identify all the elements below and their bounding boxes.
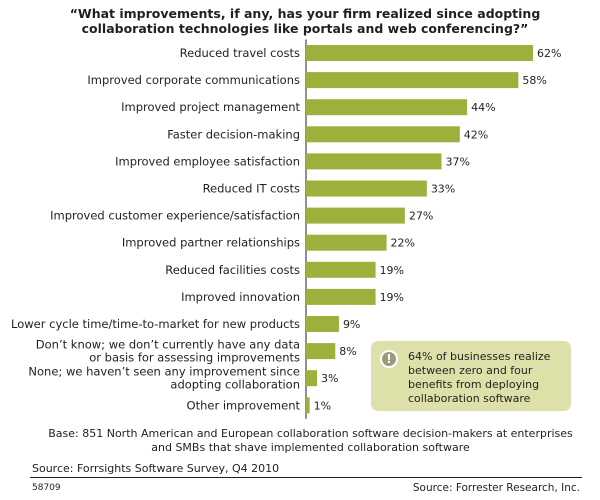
bar — [306, 261, 376, 278]
category-label: Reduced IT costs — [203, 182, 300, 196]
category-label-line: None; we haven’t seen any improvement si… — [28, 365, 300, 379]
bar — [306, 126, 460, 143]
category-label-line: Improved partner relationships — [122, 236, 300, 250]
value-label: 42% — [464, 128, 488, 141]
bar — [306, 234, 387, 251]
value-label: 44% — [471, 101, 495, 114]
category-label: Reduced travel costs — [180, 46, 300, 60]
category-label-line: adopting collaboration — [170, 378, 300, 392]
value-label: 62% — [537, 47, 561, 60]
category-label: Improved innovation — [181, 290, 300, 304]
category-label-line: Other improvement — [187, 398, 301, 412]
category-label-line: Don’t know; we don’t currently have any … — [36, 338, 300, 352]
value-label: 58% — [522, 74, 546, 87]
footer-id: 58709 — [32, 483, 61, 493]
category-label: Don’t know; we don’t currently have any … — [36, 338, 300, 365]
value-label: 19% — [380, 264, 404, 277]
category-label-line: Improved innovation — [181, 290, 300, 304]
bar — [306, 99, 468, 116]
bar — [306, 180, 427, 197]
bar — [306, 288, 376, 305]
bar — [306, 72, 519, 89]
category-label: Faster decision-making — [167, 127, 300, 141]
value-label: 9% — [343, 318, 360, 331]
value-label: 37% — [445, 155, 469, 168]
category-label: Improved customer experience/satisfactio… — [50, 209, 300, 223]
value-label: 3% — [321, 372, 338, 385]
category-label-line: Reduced travel costs — [180, 46, 300, 60]
bar — [306, 397, 310, 414]
category-label-line: Faster decision-making — [167, 127, 300, 141]
value-label: 19% — [380, 291, 404, 304]
value-label: 27% — [409, 210, 433, 223]
category-label: Improved project management — [121, 100, 300, 114]
category-label: Lower cycle time/time-to-market for new … — [11, 317, 300, 331]
category-label-line: Reduced facilities costs — [165, 263, 300, 277]
category-label-line: Improved project management — [121, 100, 300, 114]
category-label: Reduced facilities costs — [165, 263, 300, 277]
category-label: Improved employee satisfaction — [115, 154, 300, 168]
value-label: 22% — [391, 237, 415, 250]
callout-box: ! 64% of businesses realize between zero… — [371, 341, 571, 411]
exclamation-icon: ! — [380, 350, 398, 368]
category-label-line: Reduced IT costs — [203, 182, 300, 196]
chart-title: “What improvements, if any, has your fir… — [69, 6, 541, 36]
callout-text: 64% of businesses realize between zero a… — [408, 350, 551, 405]
footer-divider — [30, 477, 582, 478]
bar — [306, 207, 405, 224]
base-note: Base: 851 North American and European co… — [48, 427, 573, 454]
category-label-line: Improved customer experience/satisfactio… — [50, 209, 300, 223]
category-label: Improved corporate communications — [87, 73, 300, 87]
bar-chart: 62% Reduced travel costs 58% Improved corpo… — [11, 39, 561, 419]
category-label: None; we haven’t seen any improvement si… — [28, 365, 300, 392]
category-label-line: Improved corporate communications — [87, 73, 300, 87]
value-label: 8% — [339, 345, 356, 358]
value-label: 1% — [314, 399, 331, 412]
category-label-line: Lower cycle time/time-to-market for new … — [11, 317, 300, 331]
bar — [306, 316, 339, 332]
category-label: Other improvement — [187, 398, 301, 412]
category-label-line: Improved employee satisfaction — [115, 154, 300, 168]
footer-source: Source: Forrester Research, Inc. — [412, 482, 580, 494]
category-label: Improved partner relationships — [122, 236, 300, 250]
bar — [306, 343, 336, 360]
value-label: 33% — [431, 183, 455, 196]
bar — [306, 370, 317, 387]
bar — [306, 45, 533, 61]
source-note: Source: Forrsights Software Survey, Q4 2… — [32, 462, 280, 475]
category-label-line: or basis for assessing improvements — [89, 351, 300, 365]
bar — [306, 153, 442, 170]
